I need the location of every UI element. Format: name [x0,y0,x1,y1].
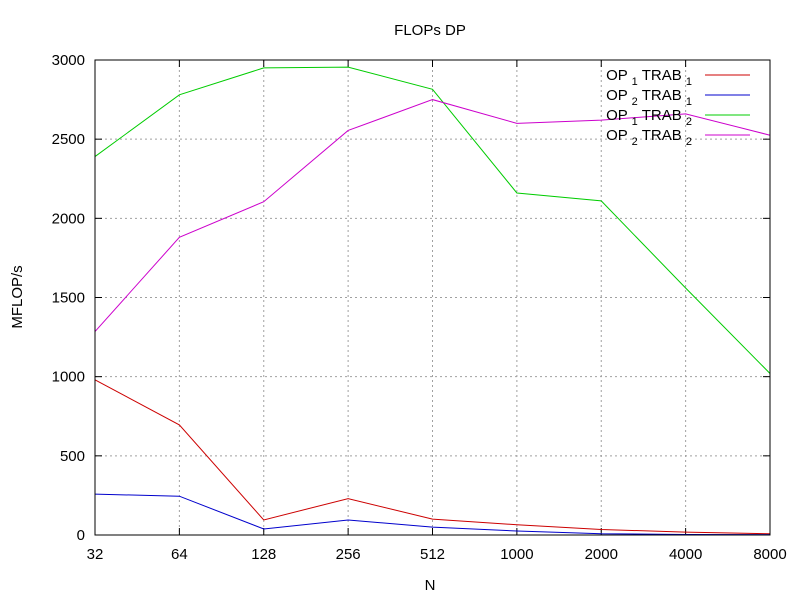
x-tick-label: 512 [420,546,445,563]
y-tick-label: 2000 [52,210,85,227]
x-axis-label: N [425,577,436,594]
y-axis-label: MFLOP/s [9,265,26,328]
x-tick-label: 128 [251,546,276,563]
x-tick-label: 256 [336,546,361,563]
series-lines [94,66,771,536]
y-tick-label: 1500 [52,290,85,307]
y-tick-label: 3000 [52,52,85,69]
legend-label: OP 2 TRAB 2 [606,127,692,148]
x-tick-label: 32 [87,546,104,563]
legend-label: OP 2 TRAB 1 [606,87,692,108]
series-line [94,66,771,374]
y-tick-label: 0 [77,527,85,544]
x-tick-label: 4000 [669,546,702,563]
y-tick-label: 2500 [52,131,85,148]
legend-label: OP 1 TRAB 2 [606,107,692,128]
legend: OP 1 TRAB 1OP 2 TRAB 1OP 1 TRAB 2OP 2 TR… [606,67,750,148]
x-tick-label: 64 [171,546,188,563]
legend-label: OP 1 TRAB 1 [606,67,692,88]
x-tick-label: 8000 [753,546,786,563]
plot-frame [94,59,771,536]
x-tick-label: 1000 [500,546,533,563]
x-tick-label: 2000 [585,546,618,563]
y-tick-label: 1000 [52,369,85,386]
series-line [94,99,771,332]
chart-title: FLOPs DP [394,22,466,39]
y-tick-label: 500 [60,448,85,465]
grid [95,60,770,535]
axis-ticks: 32 64 128 256 512 1000 2000 4000 8000 0 500 1000 150… [52,52,787,563]
series-line [94,379,771,535]
series-line [94,493,771,536]
